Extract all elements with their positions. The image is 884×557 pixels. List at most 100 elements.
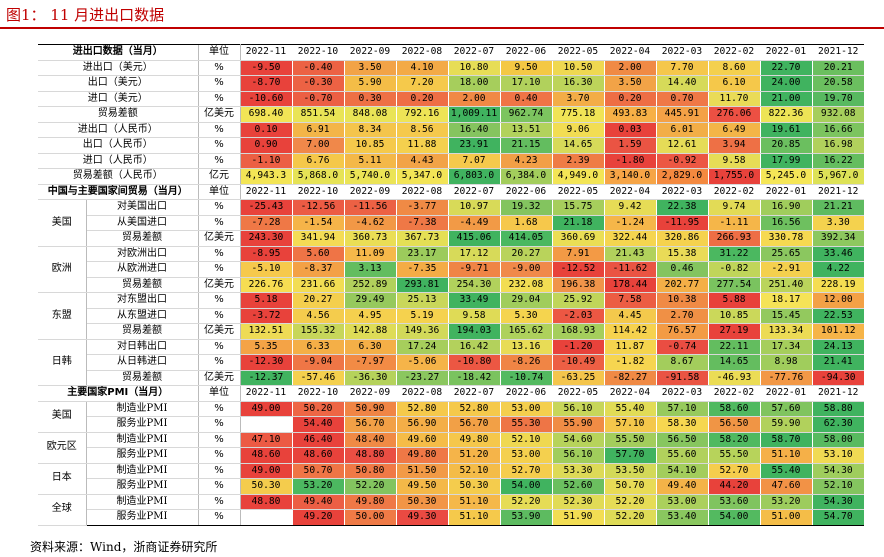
data-cell: 698.40 <box>239 106 292 123</box>
data-cell: 27.19 <box>707 323 760 340</box>
month-header: 2022-04 <box>603 385 656 402</box>
group-label: 日本 <box>38 463 87 495</box>
data-cell: 50.30 <box>395 494 448 510</box>
month-header: 2022-04 <box>603 44 656 61</box>
section-header-row: 中国与主要国家间贸易（当月） 单位 2022-11 2022-10 2022-09 202… <box>38 183 864 200</box>
table-row: 日韩 对日韩出口% 5.35 6.33 6.30 17.24 16.42 13.16 -1.20… <box>38 339 864 386</box>
data-cell: 62.30 <box>811 416 864 433</box>
data-cell: 52.80 <box>447 401 500 417</box>
data-cell: 51.20 <box>447 447 500 464</box>
row-label: 出口（人民币） <box>38 137 198 154</box>
data-cell: 4.22 <box>811 261 864 278</box>
data-cell: 848.08 <box>343 106 396 123</box>
data-cell: 851.54 <box>291 106 344 123</box>
data-cell: 21.43 <box>603 246 656 262</box>
month-header: 2022-08 <box>395 385 448 402</box>
data-cell: 3.50 <box>603 75 656 92</box>
table-row: 日本 制造业PMI% 49.00 50.70 50.80 51.50 52.10 52.70 5… <box>38 463 864 495</box>
data-cell: 9.06 <box>551 122 604 138</box>
data-cell: 20.21 <box>811 60 864 76</box>
data-cell: 330.78 <box>759 230 812 247</box>
data-cell: 18.00 <box>447 75 500 92</box>
data-cell: 276.06 <box>707 106 760 123</box>
data-cell: 4.23 <box>499 153 552 169</box>
month-header: 2022-07 <box>447 44 500 61</box>
data-cell: 46.40 <box>291 432 344 448</box>
row-label: 服务业PMI <box>86 478 198 495</box>
table-row: 美国 制造业PMI% 49.00 50.20 50.90 52.80 52.80 53.00 5… <box>38 401 864 433</box>
table-row: 贸易差额（人民币） 亿元 4,943.3 5,868.0 5,740.0 5,347.0 6… <box>38 168 864 185</box>
data-cell: 3,140.0 <box>603 168 656 185</box>
group-label: 美国 <box>38 199 87 247</box>
data-cell: 7.20 <box>395 75 448 92</box>
row-unit: 亿美元 <box>197 106 241 123</box>
data-cell: -63.25 <box>551 370 604 386</box>
section-header-row: 主要国家PMI（当月） 单位 2022-11 2022-10 2022-09 2022-0… <box>38 385 864 402</box>
data-cell: 232.08 <box>499 277 552 293</box>
month-header: 2022-10 <box>291 44 344 61</box>
data-cell: -0.74 <box>655 339 708 355</box>
row-unit: % <box>197 75 241 92</box>
data-cell: 8.60 <box>707 60 760 76</box>
data-cell: 8.34 <box>343 122 396 138</box>
table-row: 贸易差额 亿美元 -12.37 -57.46 -36.30 -23.27 -18.42 -10… <box>38 370 864 386</box>
data-cell: 9.50 <box>499 60 552 76</box>
row-label: 从欧洲进口 <box>86 261 198 278</box>
table-row: 出口（人民币）% 0.90 7.00 10.85 11.88 23.91 21.15 14.6… <box>38 137 864 154</box>
data-cell: 58.30 <box>655 416 708 433</box>
group-label: 欧元区 <box>38 432 87 464</box>
data-cell: 0.10 <box>239 122 292 138</box>
table-row: 出口（美元）% -8.70 -0.30 5.90 7.20 18.00 17.10 16.30… <box>38 75 864 92</box>
data-cell: -10.60 <box>239 91 292 107</box>
data-cell: 49.20 <box>291 509 344 526</box>
row-label: 从美国进口 <box>86 215 198 231</box>
group-label: 欧洲 <box>38 246 87 293</box>
row-label: 制造业PMI <box>86 401 198 417</box>
data-cell: 49.00 <box>239 401 292 417</box>
data-cell: 341.94 <box>291 230 344 247</box>
data-cell: 17.34 <box>759 339 812 355</box>
data-cell: -0.30 <box>291 75 344 92</box>
data-cell: 493.83 <box>603 106 656 123</box>
month-header: 2022-05 <box>551 44 604 61</box>
data-cell: 53.20 <box>759 494 812 510</box>
data-cell: 55.40 <box>759 463 812 479</box>
table-row: 从东盟进口% -3.72 4.56 4.95 5.19 9.58 5.30 -2.03 4.45… <box>38 308 864 324</box>
data-cell: 0.20 <box>603 91 656 107</box>
data-cell: 33.46 <box>811 246 864 262</box>
data-cell: -0.40 <box>291 60 344 76</box>
data-cell: 11.70 <box>707 91 760 107</box>
table-row: 服务业PMI% 48.60 48.60 48.80 49.80 51.20 53.00 56.… <box>38 447 864 464</box>
data-cell: -91.58 <box>655 370 708 386</box>
data-cell: 6,384.0 <box>499 168 552 185</box>
data-cell: 414.05 <box>499 230 552 247</box>
data-cell: 49.50 <box>395 478 448 495</box>
data-cell: 54.30 <box>811 463 864 479</box>
data-cell: 55.60 <box>655 447 708 464</box>
data-cell: 231.66 <box>291 277 344 293</box>
data-cell: -11.62 <box>603 261 656 278</box>
data-cell: 132.51 <box>239 323 292 340</box>
data-cell: 56.10 <box>551 447 604 464</box>
data-cell: 49.80 <box>447 432 500 448</box>
data-cell: 48.60 <box>291 447 344 464</box>
data-cell: 18.17 <box>759 292 812 309</box>
data-cell: 52.20 <box>343 478 396 495</box>
data-cell: 33.49 <box>447 292 500 309</box>
data-cell: 165.62 <box>499 323 552 340</box>
data-cell: 277.54 <box>707 277 760 293</box>
data-cell: -0.92 <box>655 153 708 169</box>
data-cell: 0.40 <box>499 91 552 107</box>
data-cell: 24.13 <box>811 339 864 355</box>
row-label: 服务业PMI <box>86 447 198 464</box>
data-cell: 6.01 <box>655 122 708 138</box>
row-unit: % <box>197 463 241 479</box>
data-cell: -7.35 <box>395 261 448 278</box>
row-label: 对日韩出口 <box>86 339 198 355</box>
group-label: 日韩 <box>38 339 87 386</box>
data-cell: 51.10 <box>759 447 812 464</box>
data-cell: 5.88 <box>707 292 760 309</box>
data-cell: 0.20 <box>395 91 448 107</box>
data-cell: 57.10 <box>603 416 656 433</box>
data-cell: 53.90 <box>499 509 552 526</box>
